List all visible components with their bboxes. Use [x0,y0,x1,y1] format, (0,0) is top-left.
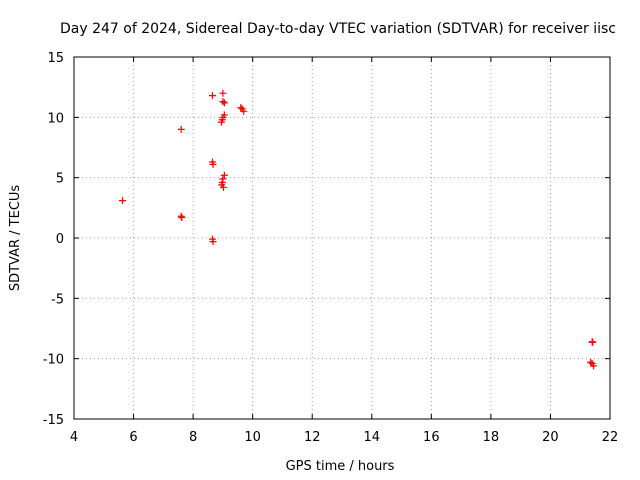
x-tick-label: 12 [304,430,321,445]
y-tick-label: 0 [56,232,64,247]
y-tick-label: -5 [51,292,64,307]
y-tick-label: -15 [43,413,64,428]
data-point [590,362,598,370]
x-tick-label: 22 [602,430,619,445]
x-tick-label: 8 [189,430,197,445]
data-point [209,160,217,168]
axis-ticks: 4 6 8 10 12 14 16 18 20 22 -15 -10 -5 0 5 10 15 [43,51,619,445]
x-tick-label: 16 [423,430,440,445]
x-tick-label: 6 [129,430,137,445]
data-point [220,99,228,107]
y-tick-label: 15 [47,51,64,66]
data-point [219,89,227,97]
y-tick-label: 10 [47,111,64,126]
y-tick-label: 5 [56,172,64,187]
data-point [237,104,245,112]
data-point [219,183,227,191]
data-point [209,238,217,246]
x-tick-label: 10 [244,430,261,445]
x-tick-label: 4 [70,430,78,445]
data-point [219,98,227,106]
data-points [119,89,598,370]
x-tick-label: 14 [364,430,381,445]
x-tick-label: 20 [542,430,559,445]
grid [74,57,610,419]
data-point [587,358,595,366]
data-point [217,118,225,126]
chart-title: Day 247 of 2024, Sidereal Day-to-day VTE… [60,21,616,37]
data-point [589,338,597,346]
data-point [240,107,248,115]
data-point [208,92,216,100]
y-axis-label: SDTVAR / TECUs [8,185,23,292]
y-tick-label: -10 [43,353,64,368]
data-point [177,125,185,133]
data-point [220,171,228,179]
plot-frame [73,56,611,420]
x-tick-label: 18 [483,430,500,445]
x-axis-label: GPS time / hours [286,459,395,474]
data-point [119,197,127,205]
data-point [178,213,186,221]
